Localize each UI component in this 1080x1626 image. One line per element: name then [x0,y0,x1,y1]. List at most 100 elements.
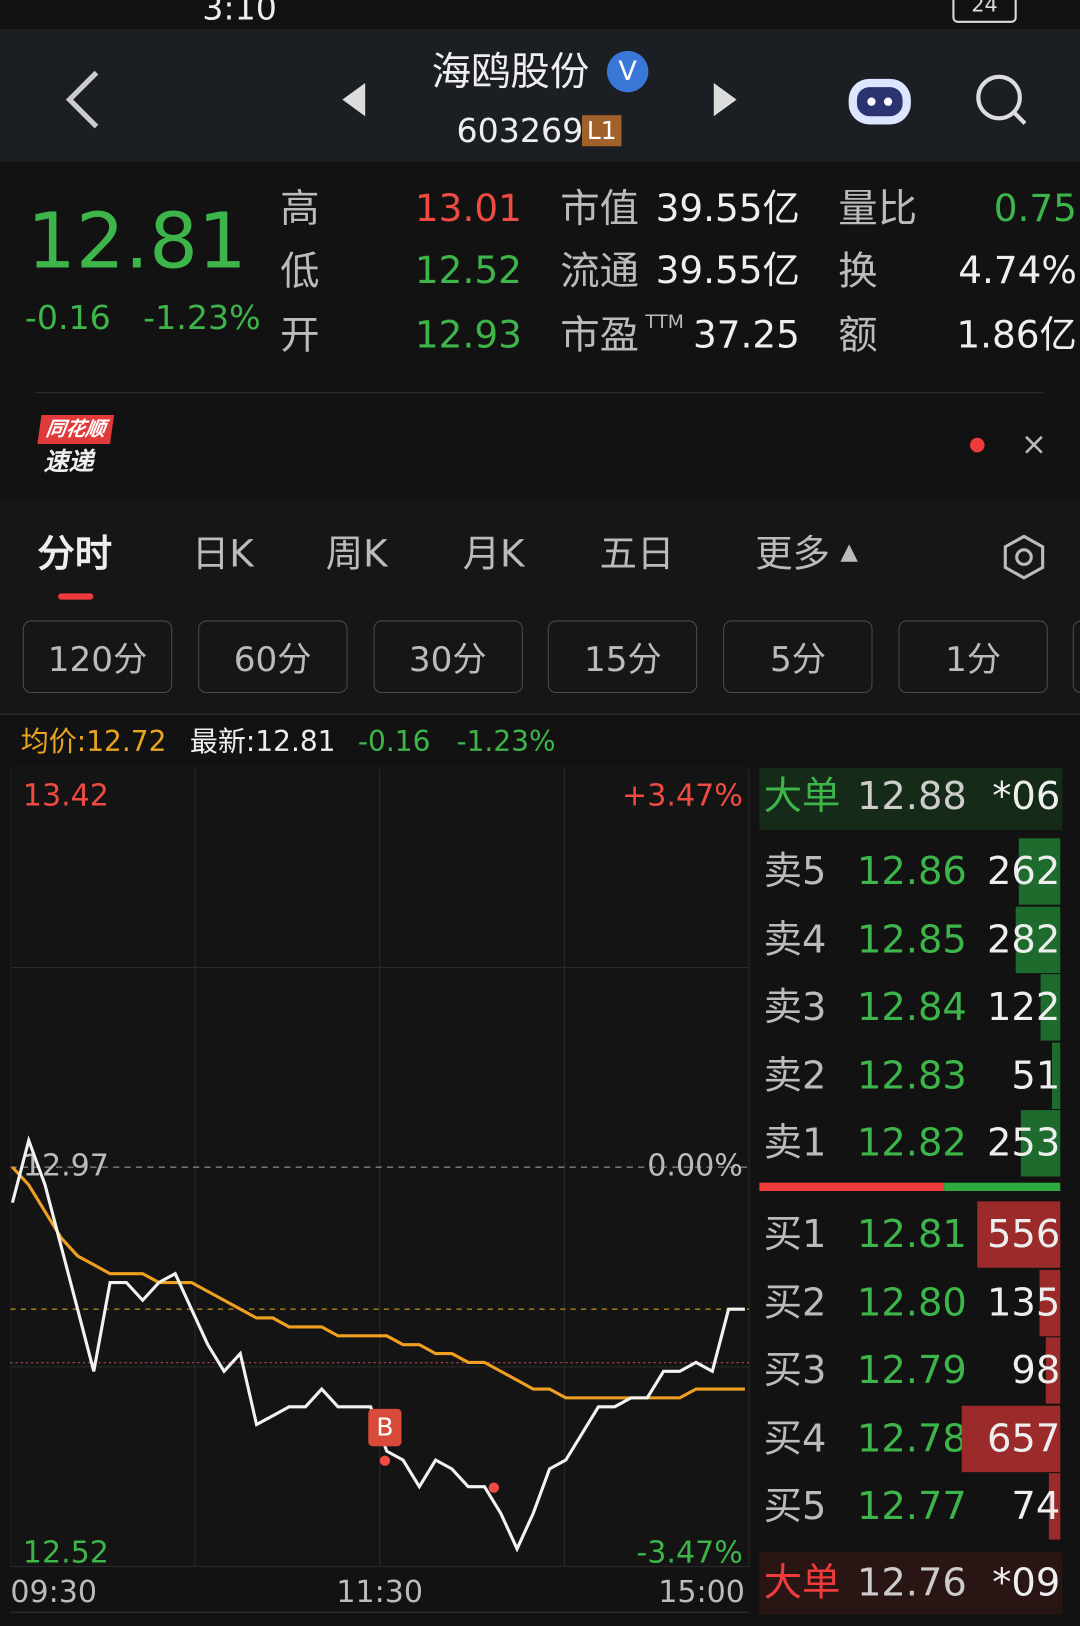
period-button[interactable]: 30分 [373,620,523,694]
book-price: 12.76 [856,1560,967,1605]
book-volume: *09 [992,1560,1061,1605]
stat-label: 量比 [838,185,918,232]
volume-bar [1049,1473,1061,1540]
info-pct: -1.23% [456,726,556,759]
book-price: 12.78 [856,1415,967,1461]
book-volume: *06 [992,773,1061,819]
right-label: 0.00% [647,1149,743,1184]
book-label: 买5 [763,1483,827,1529]
close[interactable]: × [1020,426,1047,463]
book-price: 12.82 [856,1120,967,1166]
level-badge: L1 [582,115,622,147]
x-tick-label: 09:30 [10,1575,97,1610]
balance-green [944,1182,1061,1192]
stat-label: 低 [280,247,320,294]
stat-value: 4.74% [958,250,1077,293]
buy-marker-label: B [376,1413,393,1442]
stat-value: 39.55亿 [655,187,800,231]
settings[interactable] [998,531,1050,583]
book-label: 买3 [763,1347,827,1393]
intraday-chart: 13.42 +3.47% 12.97 0.00% 12.52 -3.47% B 09:30 11… [10,767,750,1613]
change: -0.16 [24,297,111,338]
x-tick-label: 15:00 [658,1575,745,1610]
verified: V [606,50,649,93]
book-price: 12.86 [856,848,967,894]
stat-value: 0.75 [993,187,1077,231]
book-label: 买1 [763,1211,827,1257]
prev-stock[interactable] [342,82,366,117]
book-label: 大单 [763,773,841,819]
status-time: 3:10 [202,0,277,29]
period-button[interactable]: 5分 [723,620,873,694]
book-price: 12.85 [856,916,967,962]
book-volume: 51 [1011,1052,1061,1098]
big-order-bg [759,767,1063,830]
news-logo[interactable]: 同花顺 [37,414,115,445]
tab[interactable]: 分时 [37,533,113,576]
book-label: 买4 [763,1415,827,1461]
avg-line [11,1166,745,1400]
book-label: 卖4 [763,916,827,962]
book-volume: 122 [987,984,1061,1030]
book-label: 买2 [763,1279,827,1325]
stat-label: 高 [280,185,320,232]
price: 12.81 [26,197,247,287]
book-price: 12.81 [856,1211,967,1257]
tab-area [0,497,1080,716]
book-label: 卖3 [763,984,827,1030]
assistant[interactable] [848,78,911,125]
book-price: 12.79 [856,1347,967,1393]
period-button[interactable]: 1分 [898,620,1048,694]
book-volume: 74 [1011,1483,1061,1529]
volume-bar [1040,1269,1061,1336]
stock-code: 603269 [456,111,584,151]
change-pct: -1.23% [143,297,261,338]
latest-price: 最新:12.81 [189,726,336,759]
header-icons [65,70,1027,129]
tab[interactable]: 日K [191,533,254,576]
period-button[interactable] [1072,620,1080,694]
tab[interactable]: 周K [325,533,388,576]
book-volume: 98 [1011,1347,1061,1393]
y-tick-label: 12.97 [23,1149,109,1184]
book-price: 12.88 [856,773,967,819]
period-button[interactable]: 60分 [197,620,348,694]
book-volume: 282 [987,916,1061,962]
stat-sup: TTM [645,311,684,334]
book-price: 12.83 [856,1052,967,1098]
x-tick-label: 11:30 [336,1575,423,1610]
book-volume: 657 [987,1415,1061,1461]
book-volume: 556 [987,1211,1061,1257]
period-button[interactable]: 120分 [22,620,173,694]
battery: 24 [952,0,1017,23]
search[interactable] [976,74,1027,125]
book-volume: 253 [987,1120,1061,1166]
back[interactable] [65,70,99,129]
info-change: -0.16 [357,726,431,759]
stat-value: 12.93 [414,314,522,357]
volume-bar [961,1405,1061,1472]
y-tick-label: 12.52 [23,1536,109,1571]
trade-dot [379,1455,391,1466]
divider [0,713,1080,715]
balance-red [759,1182,945,1192]
tab[interactable]: 更多 [755,533,830,576]
divider [35,392,1044,394]
volume-bar [1018,838,1061,905]
next-stock[interactable] [713,82,737,117]
book-price: 12.77 [856,1483,967,1529]
period-button[interactable]: 15分 [548,620,698,694]
book-price: 12.80 [856,1279,967,1325]
stat-value: 39.55亿 [655,250,800,293]
volume-bar [976,1201,1061,1268]
stat-label: 流通 [560,247,640,294]
book-volume: 262 [987,848,1061,894]
trade-dot [488,1482,500,1493]
tab[interactable]: 月K [462,533,525,576]
book-price: 12.84 [856,984,967,1030]
unread-dot [970,437,985,453]
tab[interactable]: 五日 [599,533,675,576]
volume-bar [1020,1110,1061,1177]
buy-marker [368,1408,402,1447]
